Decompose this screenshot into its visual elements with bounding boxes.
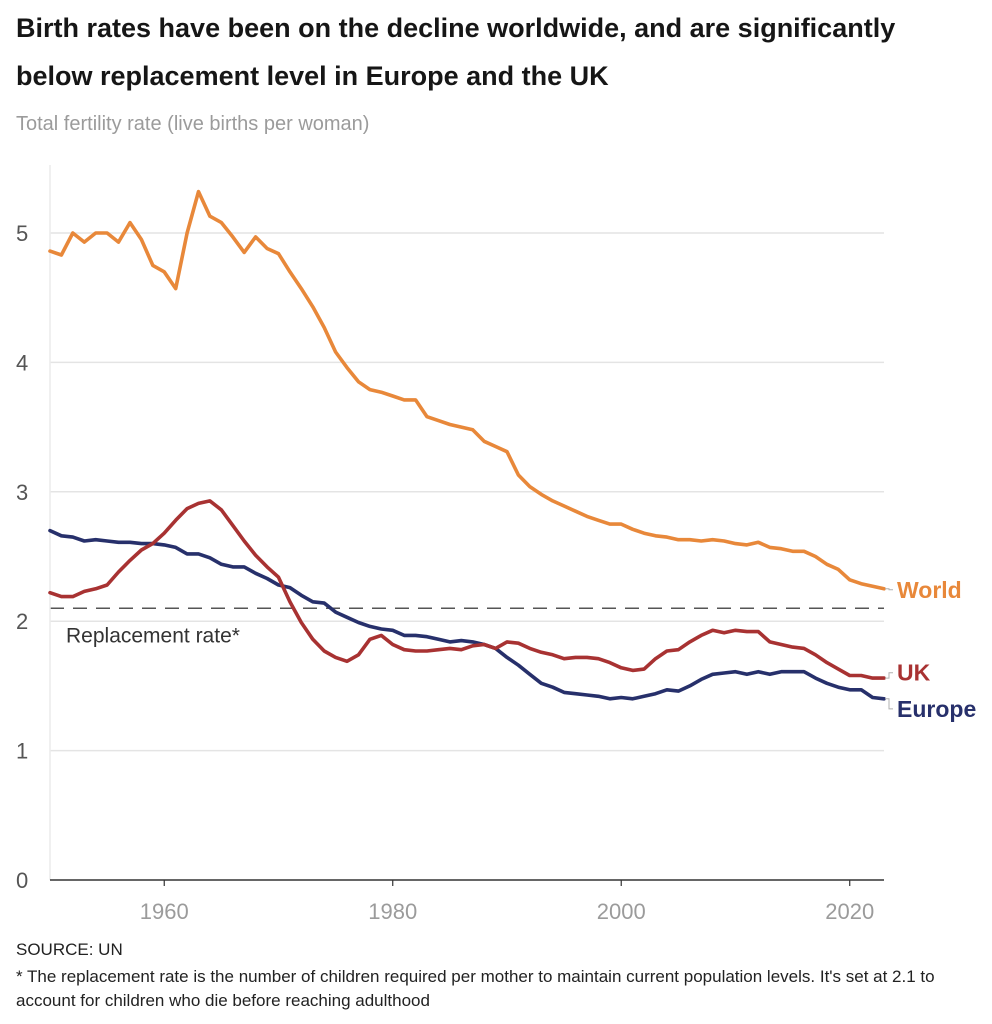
replacement-rate-label: Replacement rate* (66, 624, 240, 647)
series-label-uk: UK (897, 660, 931, 686)
series-label-world: World (897, 577, 962, 603)
chart-subtitle: Total fertility rate (live births per wo… (16, 113, 370, 135)
series-label-connector-uk (885, 672, 893, 679)
y-tick-label: 0 (16, 868, 28, 893)
chart-title: Birth rates have been on the decline wor… (16, 13, 896, 91)
reference-layer: Replacement rate* (50, 607, 884, 647)
footnote: * The replacement rate is the number of … (16, 967, 935, 1010)
x-tick-label: 1980 (368, 899, 417, 924)
series-label-europe: Europe (897, 696, 976, 722)
series-layer (48, 189, 886, 701)
x-tick-label: 2020 (825, 899, 874, 924)
source-note: SOURCE: UN (16, 940, 123, 959)
axis-layer: 0 1 2 3 4 5 1960 1980 2000 2020 (16, 165, 884, 924)
series-label-layer: Europe UK World (885, 577, 976, 722)
grid-layer (50, 232, 884, 752)
series-label-connector-europe (885, 698, 893, 710)
fertility-line-chart: Replacement rate* 0 1 2 3 4 5 1960 1980 2000 2020… (16, 165, 976, 924)
series-line-world (48, 189, 886, 591)
x-tick-label: 2000 (597, 899, 646, 924)
y-tick-label: 3 (16, 480, 28, 505)
series-line-uk (48, 499, 886, 680)
y-tick-label: 2 (16, 609, 28, 634)
y-tick-label: 4 (16, 350, 28, 375)
series-line-europe (48, 528, 886, 701)
y-tick-label: 5 (16, 221, 28, 246)
x-tick-label: 1960 (140, 899, 189, 924)
y-tick-label: 1 (16, 739, 28, 764)
series-label-connector-world (885, 588, 893, 591)
